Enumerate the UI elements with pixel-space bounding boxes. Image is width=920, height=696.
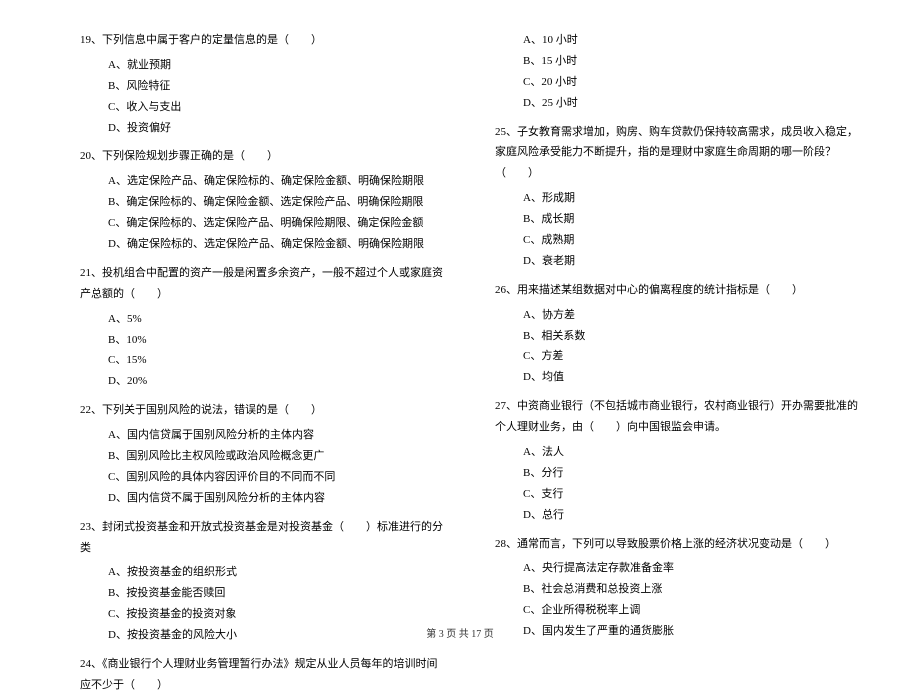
option: D、国内信贷不属于国别风险分析的主体内容 bbox=[80, 488, 445, 509]
option: B、国别风险比主权风险或政治风险概念更广 bbox=[80, 446, 445, 467]
question-26: 26、用来描述某组数据对中心的偏离程度的统计指标是（ ） A、协方差 B、相关系… bbox=[495, 280, 860, 388]
option: C、企业所得税税率上调 bbox=[495, 600, 860, 621]
option: B、成长期 bbox=[495, 209, 860, 230]
question-19: 19、下列信息中属于客户的定量信息的是（ ） A、就业预期 B、风险特征 C、收… bbox=[80, 30, 445, 138]
question-20: 20、下列保险规划步骤正确的是（ ） A、选定保险产品、确定保险标的、确定保险金… bbox=[80, 146, 445, 254]
question-text: 20、下列保险规划步骤正确的是（ ） bbox=[80, 146, 445, 167]
question-text: 28、通常而言，下列可以导致股票价格上涨的经济状况变动是（ ） bbox=[495, 534, 860, 555]
question-24: 24、《商业银行个人理财业务管理暂行办法》规定从业人员每年的培训时间应不少于（ … bbox=[80, 654, 445, 696]
option: C、确定保险标的、选定保险产品、明确保险期限、确定保险金额 bbox=[80, 213, 445, 234]
page-footer: 第 3 页 共 17 页 bbox=[0, 625, 920, 640]
option: D、均值 bbox=[495, 367, 860, 388]
option: B、10% bbox=[80, 330, 445, 351]
option: A、国内信贷属于国别风险分析的主体内容 bbox=[80, 425, 445, 446]
option: B、分行 bbox=[495, 463, 860, 484]
question-27: 27、中资商业银行（不包括城市商业银行，农村商业银行）开办需要批准的个人理财业务… bbox=[495, 396, 860, 525]
option: C、成熟期 bbox=[495, 230, 860, 251]
option: C、收入与支出 bbox=[80, 97, 445, 118]
question-24-options: A、10 小时 B、15 小时 C、20 小时 D、25 小时 bbox=[495, 30, 860, 114]
option: B、确定保险标的、确定保险金额、选定保险产品、明确保险期限 bbox=[80, 192, 445, 213]
option: A、选定保险产品、确定保险标的、确定保险金额、明确保险期限 bbox=[80, 171, 445, 192]
question-25: 25、子女教育需求增加，购房、购车贷款仍保持较高需求，成员收入稳定，家庭风险承受… bbox=[495, 122, 860, 272]
question-text: 22、下列关于国别风险的说法，错误的是（ ） bbox=[80, 400, 445, 421]
option: D、衰老期 bbox=[495, 251, 860, 272]
right-column: A、10 小时 B、15 小时 C、20 小时 D、25 小时 25、子女教育需… bbox=[460, 30, 920, 590]
question-21: 21、投机组合中配置的资产一般是闲置多余资产，一般不超过个人或家庭资产总额的（ … bbox=[80, 263, 445, 392]
option: C、按投资基金的投资对象 bbox=[80, 604, 445, 625]
option: D、20% bbox=[80, 371, 445, 392]
option: B、按投资基金能否赎回 bbox=[80, 583, 445, 604]
option: C、15% bbox=[80, 350, 445, 371]
option: C、国别风险的具体内容因评价目的不同而不同 bbox=[80, 467, 445, 488]
option: B、15 小时 bbox=[495, 51, 860, 72]
option: A、就业预期 bbox=[80, 55, 445, 76]
question-text: 26、用来描述某组数据对中心的偏离程度的统计指标是（ ） bbox=[495, 280, 860, 301]
option: C、方差 bbox=[495, 346, 860, 367]
option: D、25 小时 bbox=[495, 93, 860, 114]
option: A、形成期 bbox=[495, 188, 860, 209]
left-column: 19、下列信息中属于客户的定量信息的是（ ） A、就业预期 B、风险特征 C、收… bbox=[0, 30, 460, 590]
option: A、法人 bbox=[495, 442, 860, 463]
question-22: 22、下列关于国别风险的说法，错误的是（ ） A、国内信贷属于国别风险分析的主体… bbox=[80, 400, 445, 508]
option: D、投资偏好 bbox=[80, 118, 445, 139]
option: A、按投资基金的组织形式 bbox=[80, 562, 445, 583]
option: D、确定保险标的、选定保险产品、确定保险金额、明确保险期限 bbox=[80, 234, 445, 255]
page-container: 19、下列信息中属于客户的定量信息的是（ ） A、就业预期 B、风险特征 C、收… bbox=[0, 30, 920, 590]
option: A、10 小时 bbox=[495, 30, 860, 51]
question-text: 24、《商业银行个人理财业务管理暂行办法》规定从业人员每年的培训时间应不少于（ … bbox=[80, 654, 445, 696]
question-text: 23、封闭式投资基金和开放式投资基金是对投资基金（ ）标准进行的分类 bbox=[80, 517, 445, 559]
option: C、20 小时 bbox=[495, 72, 860, 93]
option: C、支行 bbox=[495, 484, 860, 505]
option: B、相关系数 bbox=[495, 326, 860, 347]
option: A、央行提高法定存款准备金率 bbox=[495, 558, 860, 579]
question-text: 25、子女教育需求增加，购房、购车贷款仍保持较高需求，成员收入稳定，家庭风险承受… bbox=[495, 122, 860, 185]
option: D、总行 bbox=[495, 505, 860, 526]
option: A、5% bbox=[80, 309, 445, 330]
question-text: 27、中资商业银行（不包括城市商业银行，农村商业银行）开办需要批准的个人理财业务… bbox=[495, 396, 860, 438]
question-text: 19、下列信息中属于客户的定量信息的是（ ） bbox=[80, 30, 445, 51]
option: B、风险特征 bbox=[80, 76, 445, 97]
option: A、协方差 bbox=[495, 305, 860, 326]
option: B、社会总消费和总投资上涨 bbox=[495, 579, 860, 600]
question-text: 21、投机组合中配置的资产一般是闲置多余资产，一般不超过个人或家庭资产总额的（ … bbox=[80, 263, 445, 305]
